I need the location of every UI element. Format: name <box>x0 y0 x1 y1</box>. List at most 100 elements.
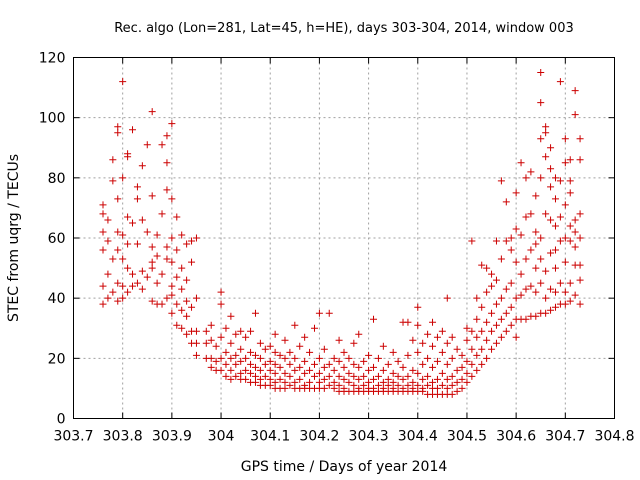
data-point <box>547 306 555 314</box>
data-point <box>188 303 196 311</box>
data-point <box>517 231 525 239</box>
data-point <box>433 375 441 383</box>
data-point <box>463 369 471 377</box>
data-point <box>537 69 545 77</box>
data-point <box>507 246 515 254</box>
data-point <box>173 321 181 329</box>
data-point <box>576 276 584 284</box>
data-point <box>551 303 559 311</box>
data-point <box>551 288 559 296</box>
data-point <box>178 285 186 293</box>
data-point <box>370 363 378 371</box>
data-point <box>227 312 235 320</box>
data-point <box>547 285 555 293</box>
data-point <box>237 345 245 353</box>
data-point <box>242 366 250 374</box>
data-point <box>547 183 555 191</box>
data-point <box>335 381 343 389</box>
data-point <box>576 261 584 269</box>
data-point <box>463 357 471 365</box>
data-point <box>138 216 146 224</box>
data-point <box>473 294 481 302</box>
data-point <box>468 372 476 380</box>
data-point <box>291 378 299 386</box>
data-point <box>242 354 250 362</box>
data-point <box>561 258 569 266</box>
data-point <box>320 384 328 392</box>
x-tick-label: 304.5 <box>447 429 487 445</box>
data-point <box>566 297 574 305</box>
data-point <box>497 177 505 185</box>
data-point <box>404 351 412 359</box>
data-point <box>566 237 574 245</box>
data-point <box>394 357 402 365</box>
data-point <box>433 357 441 365</box>
data-point <box>310 372 318 380</box>
data-point <box>532 192 540 200</box>
data-point <box>566 156 574 164</box>
data-point <box>443 375 451 383</box>
data-point <box>143 273 151 281</box>
data-point <box>232 360 240 368</box>
data-point <box>261 372 269 380</box>
data-point <box>251 372 259 380</box>
data-point <box>384 360 392 368</box>
data-point <box>192 339 200 347</box>
data-point <box>478 360 486 368</box>
data-point <box>399 384 407 392</box>
data-point <box>448 333 456 341</box>
data-point <box>468 360 476 368</box>
data-point <box>419 339 427 347</box>
data-point <box>355 363 363 371</box>
data-point <box>276 351 284 359</box>
data-point <box>488 309 496 317</box>
data-point <box>320 345 328 353</box>
data-point <box>429 363 437 371</box>
data-point <box>492 300 500 308</box>
data-point <box>443 384 451 392</box>
data-point <box>222 360 230 368</box>
data-point <box>271 378 279 386</box>
y-tick-label: 0 <box>57 412 66 428</box>
data-point <box>542 153 550 161</box>
data-point <box>104 237 112 245</box>
data-point <box>99 201 107 209</box>
data-point <box>350 339 358 347</box>
data-point <box>291 366 299 374</box>
x-tick-label: 304.1 <box>250 429 290 445</box>
data-point <box>517 291 525 299</box>
data-point <box>483 318 491 326</box>
data-point <box>561 135 569 143</box>
data-point <box>571 243 579 251</box>
y-axis-title: STEC from uqrg / TECUs <box>6 154 22 322</box>
data-point <box>448 390 456 398</box>
data-point <box>542 294 550 302</box>
data-point <box>527 210 535 218</box>
data-point <box>409 336 417 344</box>
data-point <box>556 177 564 185</box>
data-point <box>296 342 304 350</box>
data-point <box>404 381 412 389</box>
data-point <box>532 288 540 296</box>
data-point <box>183 276 191 284</box>
data-point <box>365 378 373 386</box>
data-point <box>537 135 545 143</box>
data-point <box>301 369 309 377</box>
data-point <box>183 330 191 338</box>
data-point <box>138 162 146 170</box>
data-point <box>561 201 569 209</box>
data-point <box>143 228 151 236</box>
data-point <box>163 255 171 263</box>
data-point <box>266 381 274 389</box>
data-point <box>286 381 294 389</box>
data-point <box>153 252 161 260</box>
data-point <box>507 234 515 242</box>
data-point <box>124 240 132 248</box>
data-point <box>576 210 584 218</box>
data-point <box>286 348 294 356</box>
data-point <box>576 300 584 308</box>
data-point <box>104 294 112 302</box>
data-point <box>168 234 176 242</box>
data-point <box>566 279 574 287</box>
data-point <box>448 381 456 389</box>
